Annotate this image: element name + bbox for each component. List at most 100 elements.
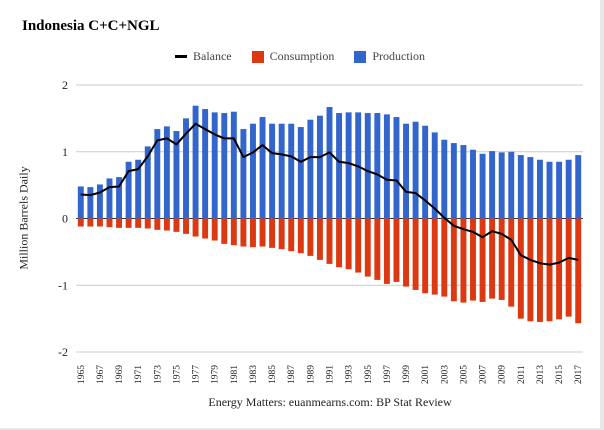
production-bar[interactable] [316, 115, 323, 219]
consumption-bar[interactable] [240, 218, 247, 247]
production-bar[interactable] [269, 123, 276, 219]
production-bar[interactable] [460, 145, 467, 219]
consumption-bar[interactable] [565, 218, 572, 317]
production-bar[interactable] [336, 113, 343, 219]
production-bar[interactable] [326, 107, 333, 219]
consumption-bar[interactable] [163, 218, 170, 231]
production-bar[interactable] [364, 113, 371, 219]
consumption-bar[interactable] [154, 218, 161, 230]
production-bar[interactable] [202, 109, 209, 219]
production-bar[interactable] [575, 155, 582, 219]
production-bar[interactable] [565, 159, 572, 219]
production-bar[interactable] [450, 143, 457, 219]
consumption-bar[interactable] [211, 218, 218, 241]
production-bar[interactable] [259, 117, 266, 219]
production-bar[interactable] [307, 119, 314, 219]
consumption-bar[interactable] [116, 218, 123, 228]
consumption-bar[interactable] [307, 218, 314, 256]
consumption-bar[interactable] [355, 218, 362, 273]
production-bar[interactable] [403, 123, 409, 219]
consumption-bar[interactable] [374, 218, 381, 280]
production-bar[interactable] [116, 177, 123, 219]
consumption-bar[interactable] [250, 218, 256, 248]
consumption-bar[interactable] [259, 218, 266, 247]
production-bar[interactable] [527, 157, 534, 219]
consumption-bar[interactable] [470, 218, 476, 301]
consumption-bar[interactable] [336, 218, 343, 268]
production-bar[interactable] [345, 112, 352, 219]
consumption-bar[interactable] [192, 218, 199, 237]
consumption-bar[interactable] [144, 218, 151, 229]
production-bar[interactable] [154, 129, 161, 219]
consumption-bar[interactable] [278, 218, 285, 250]
consumption-bar[interactable] [269, 218, 276, 248]
production-bar[interactable] [221, 113, 228, 219]
consumption-bar[interactable] [508, 218, 515, 307]
production-bar[interactable] [211, 112, 218, 219]
production-bar[interactable] [470, 149, 476, 219]
production-bar[interactable] [87, 187, 94, 219]
production-bar[interactable] [125, 161, 132, 219]
legend-item-production[interactable]: Production [354, 49, 425, 64]
consumption-bar[interactable] [125, 218, 132, 228]
consumption-bar[interactable] [575, 218, 582, 324]
production-bar[interactable] [173, 131, 180, 219]
production-bar[interactable] [489, 151, 496, 219]
consumption-bar[interactable] [489, 218, 496, 299]
production-bar[interactable] [230, 111, 237, 219]
consumption-bar[interactable] [403, 218, 409, 287]
consumption-bar[interactable] [536, 218, 543, 322]
production-bar[interactable] [431, 132, 438, 219]
production-bar[interactable] [106, 178, 113, 219]
consumption-bar[interactable] [297, 218, 304, 254]
production-bar[interactable] [412, 121, 419, 219]
production-bar[interactable] [192, 105, 199, 219]
consumption-bar[interactable] [422, 218, 429, 294]
consumption-bar[interactable] [202, 218, 209, 239]
consumption-bar[interactable] [383, 218, 390, 284]
production-bar[interactable] [240, 129, 247, 219]
consumption-bar[interactable] [460, 218, 467, 303]
consumption-bar[interactable] [556, 218, 563, 320]
production-bar[interactable] [393, 117, 400, 219]
consumption-bar[interactable] [393, 218, 400, 282]
production-bar[interactable] [374, 113, 381, 219]
balance-line[interactable] [80, 122, 579, 266]
consumption-bar[interactable] [316, 218, 323, 260]
consumption-bar[interactable] [364, 218, 371, 277]
consumption-bar[interactable] [173, 218, 180, 232]
consumption-bar[interactable] [230, 218, 237, 246]
consumption-bar[interactable] [221, 218, 228, 244]
consumption-bar[interactable] [96, 218, 103, 227]
consumption-bar[interactable] [77, 218, 84, 227]
production-bar[interactable] [163, 126, 170, 219]
consumption-bar[interactable] [326, 218, 333, 264]
production-bar[interactable] [536, 159, 543, 219]
production-bar[interactable] [135, 159, 142, 219]
consumption-bar[interactable] [412, 218, 419, 290]
consumption-bar[interactable] [527, 218, 534, 322]
production-bar[interactable] [441, 139, 448, 219]
consumption-bar[interactable] [345, 218, 352, 270]
consumption-bar[interactable] [183, 218, 189, 234]
consumption-bar[interactable] [517, 218, 524, 319]
consumption-bar[interactable] [546, 218, 553, 322]
production-bar[interactable] [77, 186, 84, 219]
production-bar[interactable] [278, 123, 285, 219]
production-bar[interactable] [508, 151, 515, 219]
production-bar[interactable] [297, 127, 304, 219]
production-bar[interactable] [383, 114, 390, 219]
production-bar[interactable] [250, 123, 256, 219]
consumption-bar[interactable] [450, 218, 457, 302]
production-bar[interactable] [546, 161, 553, 219]
production-bar[interactable] [422, 125, 429, 219]
consumption-bar[interactable] [431, 218, 438, 295]
production-bar[interactable] [517, 155, 524, 219]
production-bar[interactable] [96, 184, 103, 219]
production-bar[interactable] [498, 152, 505, 219]
consumption-bar[interactable] [498, 218, 505, 300]
production-bar[interactable] [556, 161, 563, 219]
legend-item-balance[interactable]: Balance [174, 49, 232, 64]
production-bar[interactable] [144, 146, 151, 219]
consumption-bar[interactable] [87, 218, 94, 227]
